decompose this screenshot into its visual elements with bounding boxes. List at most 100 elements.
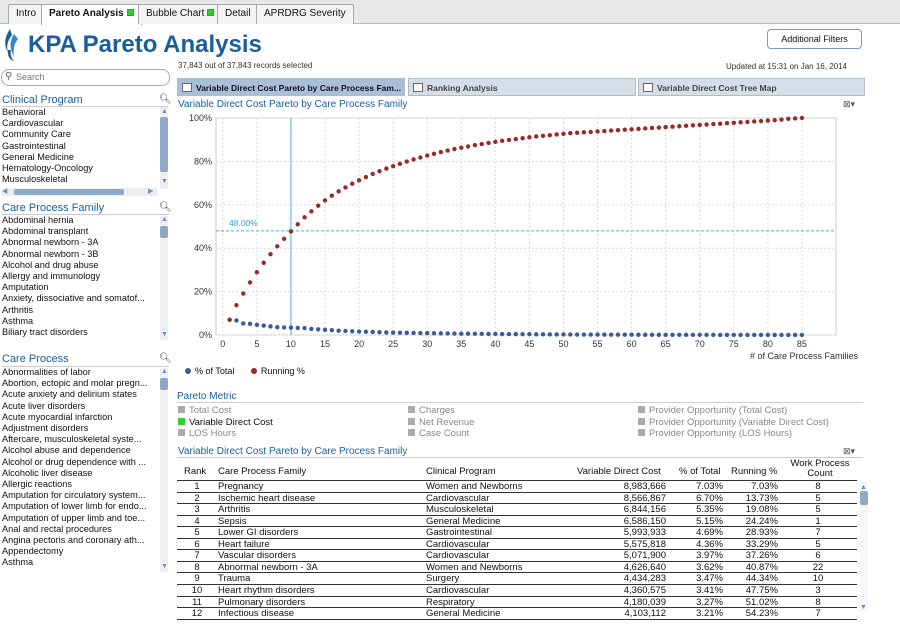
scroll-down-icon[interactable]: ▼ xyxy=(161,178,168,185)
list-item[interactable]: Hematology-Oncology xyxy=(2,163,93,174)
list-item[interactable]: Abdominal hernia xyxy=(2,215,74,225)
list-item[interactable]: Behavioral xyxy=(2,107,46,117)
list-item[interactable]: Acute anxiety and delirium states xyxy=(2,389,137,400)
list-item[interactable]: Acute liver disorders xyxy=(2,400,86,411)
view-tab-pareto[interactable]: Variable Direct Cost Pareto by Care Proc… xyxy=(177,78,405,96)
table-row[interactable]: 11 Pulmonary disorders Respiratory 4,180,03… xyxy=(177,597,857,609)
list-item[interactable]: Abnormal newborn - 3B xyxy=(2,248,99,259)
column-header[interactable]: Care Process Family xyxy=(218,466,307,477)
view-tab-ranking[interactable]: Ranking Analysis xyxy=(408,78,636,96)
table-row[interactable]: 5 Lower GI disorders Gastrointestinal 5,993… xyxy=(177,527,857,539)
scroll-up-icon[interactable]: ▲ xyxy=(161,108,168,115)
table-row[interactable]: 10 Heart rhythm disorders Cardiovascular 4,… xyxy=(177,585,857,597)
tab-detail[interactable]: Detail xyxy=(217,4,259,24)
tab-aprdrg-severity[interactable]: APRDRG Severity xyxy=(256,4,354,24)
list-item[interactable]: Alcohol abuse and dependence xyxy=(2,445,131,456)
scroll-thumb[interactable] xyxy=(160,117,168,172)
metric-option[interactable]: Variable Direct Cost xyxy=(178,417,273,428)
legend-item-running-pct[interactable]: Running % xyxy=(250,366,305,376)
list-item[interactable]: Amputation of lower limb for endo... xyxy=(2,501,147,512)
list-item[interactable]: Amputation xyxy=(2,282,49,293)
view-tab-tree-map[interactable]: Variable Direct Cost Tree Map xyxy=(638,78,865,96)
list-item[interactable]: Anal and rectal procedures xyxy=(2,523,112,534)
list-item[interactable]: Alcohol or drug dependence with ... xyxy=(2,456,147,467)
clear-filter-icon[interactable]: ⊠▾ xyxy=(843,446,856,456)
tab-intro[interactable]: Intro xyxy=(8,4,45,24)
scroll-right-icon[interactable]: ▶ xyxy=(148,188,154,195)
list-item[interactable]: Biliary tract disorders xyxy=(2,327,88,338)
list-item[interactable]: Abnormal newborn - 3A xyxy=(2,237,99,248)
metric-option[interactable]: Provider Opportunity (Variable Direct Co… xyxy=(638,417,829,428)
search-input[interactable]: ⚲ Search xyxy=(1,69,170,86)
table-scrollbar[interactable] xyxy=(860,482,868,612)
table-row[interactable]: 2 Ischemic heart disease Cardiovascular 8,5… xyxy=(177,493,857,505)
table-row[interactable]: 12 Infectious disease General Medicine 4,10… xyxy=(177,608,857,620)
table-row[interactable]: 9 Trauma Surgery 4,434,283 3.47% 44.34% 10 xyxy=(177,573,857,585)
list-item[interactable]: Alcohol and drug abuse xyxy=(2,259,99,270)
list-item[interactable]: Asthma xyxy=(2,315,34,326)
additional-filters-button[interactable]: Additional Filters xyxy=(767,29,862,49)
scroll-thumb[interactable] xyxy=(14,189,124,195)
scroll-left-icon[interactable]: ◀ xyxy=(2,188,8,195)
list-item[interactable]: Arthritis xyxy=(2,304,34,315)
list-item[interactable]: Allergy and immunology xyxy=(2,271,101,282)
clear-filter-icon[interactable]: ⊠▾ xyxy=(843,99,856,109)
list-item[interactable]: Alcoholic liver disease xyxy=(2,467,93,478)
column-header[interactable]: % of Total xyxy=(679,466,721,477)
horizontal-scrollbar[interactable] xyxy=(2,188,157,196)
clinical-program-scrollbar[interactable] xyxy=(160,107,168,189)
scroll-thumb[interactable] xyxy=(160,378,168,390)
list-item[interactable]: Amputation for circulatory system... xyxy=(2,490,146,501)
list-item[interactable]: Abdominal transplant xyxy=(2,226,89,237)
metric-option[interactable]: Case Count xyxy=(408,428,469,439)
column-header[interactable]: Work Process Count xyxy=(790,458,850,479)
list-item[interactable]: General Medicine xyxy=(2,151,75,162)
column-header[interactable]: Rank xyxy=(184,466,207,477)
list-item[interactable]: Aftercare, musculoskeletal syste... xyxy=(2,434,142,445)
scroll-up-icon[interactable]: ▲ xyxy=(860,484,867,491)
tab-bubble-chart[interactable]: Bubble Chart xyxy=(138,4,223,24)
search-icon[interactable]: 🔍︎ xyxy=(159,353,172,364)
list-item[interactable]: Appendectomy xyxy=(2,546,64,557)
table-row[interactable]: 1 Pregnancy Women and Newborns 8,983,666 7.0… xyxy=(177,481,857,493)
column-header[interactable]: Variable Direct Cost xyxy=(577,466,661,477)
metric-option[interactable]: Provider Opportunity (Total Cost) xyxy=(638,405,787,416)
metric-option[interactable]: Total Cost xyxy=(178,405,231,416)
table-row[interactable]: 4 Sepsis General Medicine 6,586,150 5.15% 24.… xyxy=(177,516,857,528)
list-item[interactable]: Abnormalities of labor xyxy=(2,367,91,377)
scroll-down-icon[interactable]: ▼ xyxy=(161,563,168,570)
table-row[interactable]: 6 Heart failure Cardiovascular 5,575,818 4.3… xyxy=(177,539,857,551)
list-item[interactable]: Acute myocardial infarction xyxy=(2,411,113,422)
scroll-up-icon[interactable]: ▲ xyxy=(161,216,168,223)
table-row[interactable]: 7 Vascular disorders Cardiovascular 5,071,9… xyxy=(177,550,857,562)
scroll-down-icon[interactable]: ▼ xyxy=(161,331,168,338)
list-item[interactable]: Anxiety, dissociative and somatof... xyxy=(2,293,145,304)
search-icon[interactable]: 🔍︎ xyxy=(159,94,172,105)
scroll-down-icon[interactable]: ▼ xyxy=(860,604,867,611)
scroll-thumb[interactable] xyxy=(860,491,868,505)
search-icon[interactable]: 🔍︎ xyxy=(159,202,172,213)
table-row[interactable]: 8 Abnormal newborn - 3A Women and Newborns… xyxy=(177,562,857,574)
list-item[interactable]: Asthma xyxy=(2,557,34,568)
list-item[interactable]: Gastrointestinal xyxy=(2,140,66,151)
list-item[interactable]: Cardiovascular xyxy=(2,118,64,129)
list-item[interactable]: Community Care xyxy=(2,129,71,140)
scroll-up-icon[interactable]: ▲ xyxy=(161,368,168,375)
scroll-thumb[interactable] xyxy=(160,226,168,238)
column-header[interactable]: Clinical Program xyxy=(426,466,496,477)
column-header[interactable]: Running % xyxy=(731,466,778,477)
metric-option[interactable]: Net Revenue xyxy=(408,417,474,428)
metric-option[interactable]: LOS Hours xyxy=(178,428,236,439)
list-item[interactable]: Allergic reactions xyxy=(2,479,72,490)
list-item[interactable]: Amputation of upper limb and toe... xyxy=(2,512,146,523)
list-item[interactable]: Angina pectoris and coronary ath... xyxy=(2,535,145,546)
metric-option[interactable]: Provider Opportunity (LOS Hours) xyxy=(638,428,792,439)
care-process-family-scrollbar[interactable] xyxy=(160,216,168,340)
table-row[interactable]: 3 Arthritis Musculoskeletal 6,844,156 5.35% 1… xyxy=(177,504,857,516)
list-item[interactable]: Adjustment disorders xyxy=(2,423,89,434)
list-item[interactable]: Musculoskeletal xyxy=(2,174,68,185)
metric-option[interactable]: Charges xyxy=(408,405,455,416)
care-process-scrollbar[interactable] xyxy=(160,368,168,572)
legend-item-pct-total[interactable]: % of Total xyxy=(185,366,234,376)
list-item[interactable]: Abortion, ectopic and molar pregn... xyxy=(2,378,148,389)
